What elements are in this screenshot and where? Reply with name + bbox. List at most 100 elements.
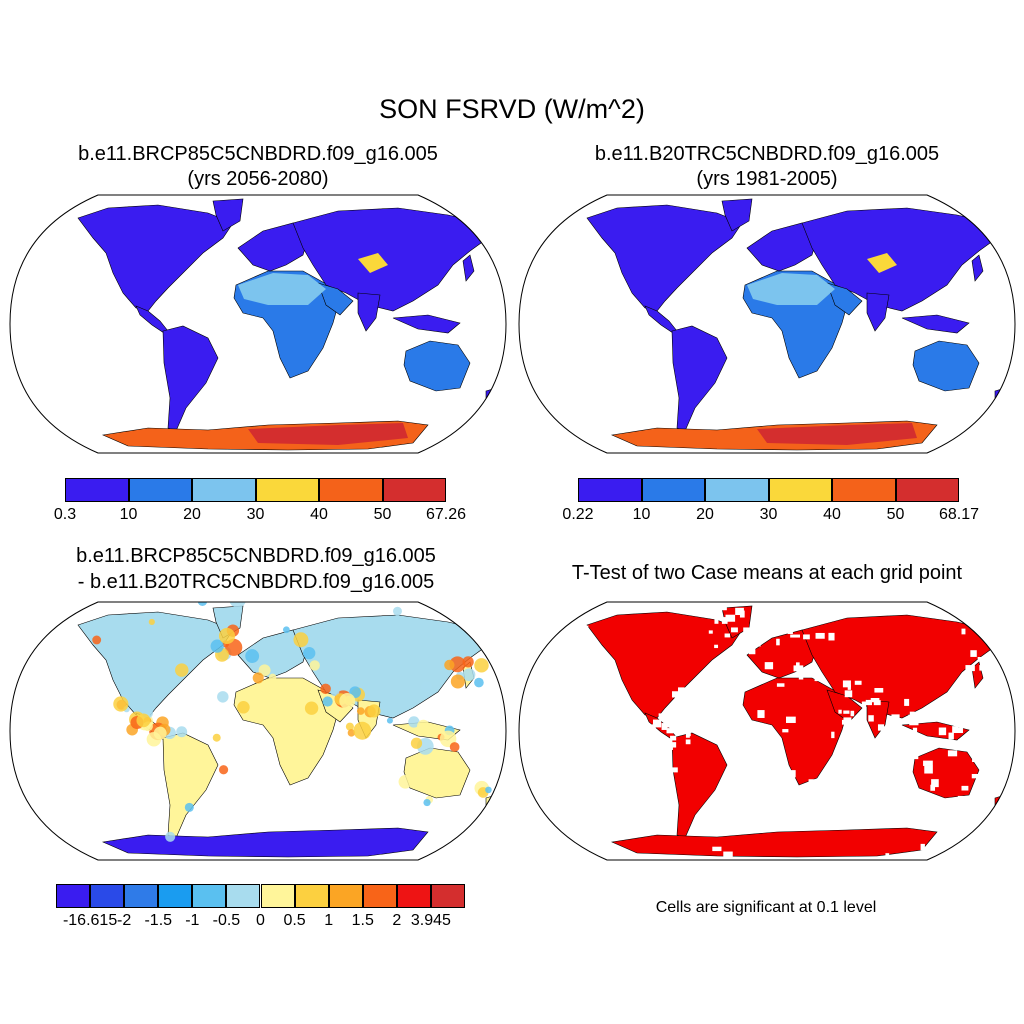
- insignificant-cell: [952, 726, 959, 733]
- colorbar-swatch: [226, 884, 261, 908]
- insignificant-cell: [714, 617, 719, 624]
- anomaly-patch: [184, 802, 194, 812]
- insignificant-cell: [899, 769, 904, 775]
- anomaly-patch: [218, 765, 229, 775]
- insignificant-cell: [786, 716, 796, 723]
- insignificant-cell: [735, 607, 744, 616]
- colorbar-tick-label: 30: [759, 506, 778, 523]
- continent-japan: [971, 254, 984, 282]
- anomaly-patch: [268, 673, 277, 682]
- insignificant-cell: [947, 750, 958, 757]
- insignificant-cell: [755, 639, 761, 647]
- insignificant-cell: [604, 663, 614, 670]
- insignificant-cell: [714, 644, 719, 649]
- insignificant-cell: [984, 795, 989, 804]
- insignificant-cell: [815, 632, 825, 639]
- case1-map: [9, 194, 507, 454]
- anomaly-patch: [484, 618, 499, 632]
- insignificant-cell: [960, 682, 965, 691]
- anomaly-patch: [398, 774, 413, 789]
- continent-greenland: [212, 198, 244, 232]
- colorbar-swatch: [641, 478, 705, 502]
- colorbar-tick-label: -1.5: [144, 912, 173, 929]
- tibet-region: [867, 253, 897, 273]
- continent-south-america: [671, 732, 728, 839]
- colorbar-tick-label: -16.615: [62, 912, 118, 929]
- insignificant-cell: [672, 705, 680, 711]
- insignificant-cell: [971, 773, 981, 779]
- continent-asia: [292, 207, 489, 312]
- continent-south-america: [162, 325, 219, 432]
- insignificant-cell: [1011, 641, 1015, 646]
- insignificant-cell: [888, 734, 898, 739]
- insignificant-cell: [665, 724, 672, 728]
- colorbar-swatch: [430, 884, 465, 908]
- insignificant-cell: [685, 731, 690, 738]
- colorbar-tick-label: 0.3: [53, 506, 77, 523]
- insignificant-cell: [969, 794, 974, 800]
- insignificant-cell: [838, 709, 842, 714]
- anomaly-patch: [165, 831, 176, 842]
- anomaly-patch: [420, 681, 433, 693]
- colorbar-tick-label: 40: [310, 506, 328, 523]
- insignificant-cell: [893, 750, 900, 757]
- insignificant-cell: [699, 819, 704, 824]
- insignificant-cell: [996, 772, 1002, 779]
- insignificant-cell: [665, 745, 673, 750]
- insignificant-cell: [940, 798, 946, 805]
- continent-europe: [237, 222, 309, 272]
- insignificant-cell: [653, 719, 662, 728]
- insignificant-cell: [678, 687, 685, 695]
- anomaly-patch: [283, 626, 290, 634]
- continent-north-america: [77, 611, 234, 719]
- colorbar-swatch: [319, 478, 383, 502]
- colorbar-tick-label: 0.5: [283, 912, 306, 929]
- continent-north-america: [77, 204, 234, 312]
- colorbar-swatch: [56, 884, 91, 908]
- insignificant-cell: [661, 723, 668, 730]
- insignificant-cell: [955, 698, 961, 706]
- continent-europe: [746, 222, 818, 272]
- difference-map: [9, 601, 507, 861]
- case1-colorbar: 0.3 10 20 30 40 50 67.26: [54, 478, 466, 523]
- continent-new-zealand: [994, 794, 1006, 823]
- insignificant-cell: [712, 846, 722, 852]
- anomaly-patch: [410, 737, 423, 749]
- insignificant-cell: [842, 680, 851, 688]
- insignificant-cell: [904, 698, 910, 706]
- insignificant-cell: [671, 767, 678, 773]
- anomaly-patch: [462, 668, 476, 682]
- colorbar-tick-label: 30: [246, 506, 265, 523]
- anomaly-patch: [309, 660, 320, 671]
- anomaly-patch: [330, 687, 340, 697]
- insignificant-cell: [929, 796, 940, 804]
- insignificant-cell: [981, 758, 989, 762]
- continent-central-america: [644, 305, 678, 334]
- continent-indonesia: [901, 314, 970, 334]
- insignificant-cell: [790, 634, 800, 638]
- insignificant-cell: [579, 625, 589, 633]
- difference-title-line2: - b.e11.B20TRC5CNBDRD.f09_g16.005: [77, 571, 435, 593]
- insignificant-cell: [979, 774, 984, 783]
- insignificant-cell: [764, 662, 774, 670]
- insignificant-cell: [743, 627, 751, 635]
- continent-india: [866, 699, 890, 739]
- continent-australia: [912, 747, 980, 799]
- insignificant-cell: [731, 627, 738, 633]
- colorbar-swatch: [832, 478, 896, 502]
- insignificant-cell: [843, 710, 850, 714]
- insignificant-cell: [979, 665, 987, 671]
- insignificant-cell: [930, 784, 936, 791]
- continent-south-america: [671, 325, 728, 432]
- insignificant-cell: [808, 779, 815, 784]
- continent-central-america: [135, 305, 169, 334]
- insignificant-cell: [948, 732, 954, 740]
- colorbar-tick-label: 10: [632, 506, 651, 523]
- colorbar-tick-label: 50: [373, 506, 392, 523]
- colorbar-tick-label: 3.945: [410, 912, 451, 929]
- insignificant-cell: [962, 674, 972, 679]
- sahara-region: [747, 273, 835, 305]
- insignificant-cell: [724, 633, 731, 638]
- anomaly-patch: [339, 692, 356, 710]
- anomaly-patch: [92, 635, 102, 645]
